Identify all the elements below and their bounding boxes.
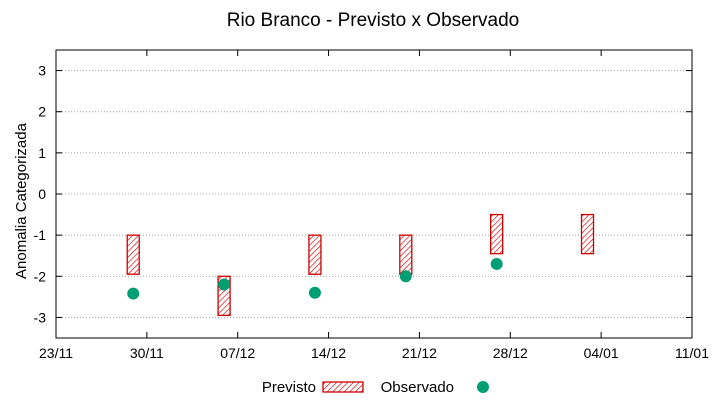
y-tick-label: 1 <box>38 145 46 161</box>
previsto-box <box>490 213 504 255</box>
observado-point <box>308 286 321 299</box>
x-tick-label: 07/12 <box>220 345 255 361</box>
observado-point <box>399 270 412 283</box>
y-axis: -3 -2 -1 0 1 2 3 <box>34 63 692 325</box>
y-tick-label: -2 <box>34 268 47 284</box>
observado-point <box>127 287 140 300</box>
legend-swatch-observado <box>477 381 489 393</box>
previsto-box <box>126 234 140 275</box>
previsto-box <box>308 234 322 275</box>
y-tick-label: 3 <box>38 63 46 79</box>
observado-point <box>218 278 231 291</box>
grid-lines <box>56 70 692 318</box>
previsto-box <box>399 234 413 275</box>
x-axis: 23/11 30/11 07/12 14/12 21/12 28/12 04/01 11/01 <box>39 50 709 361</box>
chart-marks <box>126 213 595 317</box>
y-tick-label: 2 <box>38 104 46 120</box>
chart-title: Rio Branco - Previsto x Observado <box>227 10 520 31</box>
y-axis-label: Anomalia Categorizada <box>13 122 30 279</box>
y-tick-label: -3 <box>34 309 47 325</box>
legend-swatch-previsto <box>322 381 364 393</box>
x-tick-label: 30/11 <box>130 345 164 361</box>
observado-point <box>490 257 503 270</box>
previsto-box <box>580 213 595 255</box>
x-tick-label: 11/01 <box>675 345 709 361</box>
x-tick-label: 28/12 <box>493 345 528 361</box>
x-tick-label: 21/12 <box>402 345 437 361</box>
x-tick-label: 04/01 <box>584 345 619 361</box>
y-tick-label: -1 <box>34 227 47 243</box>
x-tick-label: 23/11 <box>39 345 73 361</box>
legend-label-observado: Observado <box>381 379 454 396</box>
legend: Previsto Observado <box>262 379 489 396</box>
legend-label-previsto: Previsto <box>262 379 316 396</box>
y-tick-label: 0 <box>38 186 46 202</box>
x-tick-label: 14/12 <box>311 345 346 361</box>
